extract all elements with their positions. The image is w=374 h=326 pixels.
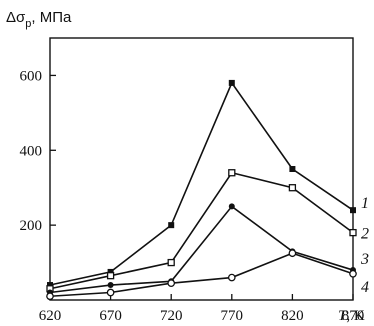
series-label-2: 2: [361, 226, 369, 243]
series-label-1: 1: [361, 195, 369, 212]
x-tick-label: 620: [39, 308, 62, 324]
series-line-4: [49, 252, 354, 298]
series-point-4: [167, 279, 176, 288]
y-tick-label: 200: [20, 218, 43, 234]
y-axis-label-symbol: Δσ: [6, 9, 26, 26]
series-point-4: [227, 273, 236, 282]
series-labels: 1 2 3 4: [360, 195, 369, 296]
series-point-3: [107, 282, 114, 289]
y-axis-label-subscript: р: [25, 18, 31, 30]
series-point-4: [349, 269, 357, 278]
x-ticks: 620 670 720 770 820 870: [39, 294, 365, 324]
series-label-4: 4: [361, 279, 369, 296]
y-tick-label: 400: [20, 143, 43, 159]
series-point-2: [349, 228, 357, 237]
series-point-4: [106, 288, 115, 297]
series-point-1: [107, 268, 114, 275]
x-tick-label: 670: [99, 308, 122, 324]
series-group: [46, 79, 357, 301]
series-point-1: [47, 282, 53, 289]
series-point-2: [228, 169, 236, 177]
x-axis-label-unit: , K: [346, 308, 365, 324]
y-axis-label: Δσр, МПа: [6, 9, 72, 30]
x-tick-label: 820: [281, 308, 304, 324]
x-tick-label: 870: [342, 308, 365, 324]
series-point-2: [106, 272, 115, 280]
y-axis-label-unit: , МПа: [31, 9, 72, 26]
y-ticks: 200 400 600: [20, 68, 56, 234]
series-line-3: [49, 205, 354, 294]
series-point-2: [288, 184, 297, 192]
axes: [49, 37, 354, 301]
x-tick-label: 720: [160, 308, 183, 324]
plot-frame: [49, 37, 354, 301]
series-line-1: [49, 81, 354, 286]
series-point-4: [46, 292, 54, 301]
x-axis-label-var: T: [338, 308, 348, 324]
x-tick-label: 770: [221, 308, 244, 324]
series-point-3: [228, 203, 235, 210]
y-tick-label: 600: [20, 68, 43, 84]
series-point-1: [289, 166, 296, 172]
series-point-1: [168, 222, 175, 229]
series-point-2: [167, 258, 175, 267]
series-point-1: [350, 207, 356, 214]
series-label-3: 3: [360, 251, 369, 268]
series-line-2: [49, 171, 354, 290]
series-point-1: [228, 79, 235, 86]
x-axis-label: T, K: [338, 308, 365, 324]
series-point-4: [288, 249, 297, 258]
